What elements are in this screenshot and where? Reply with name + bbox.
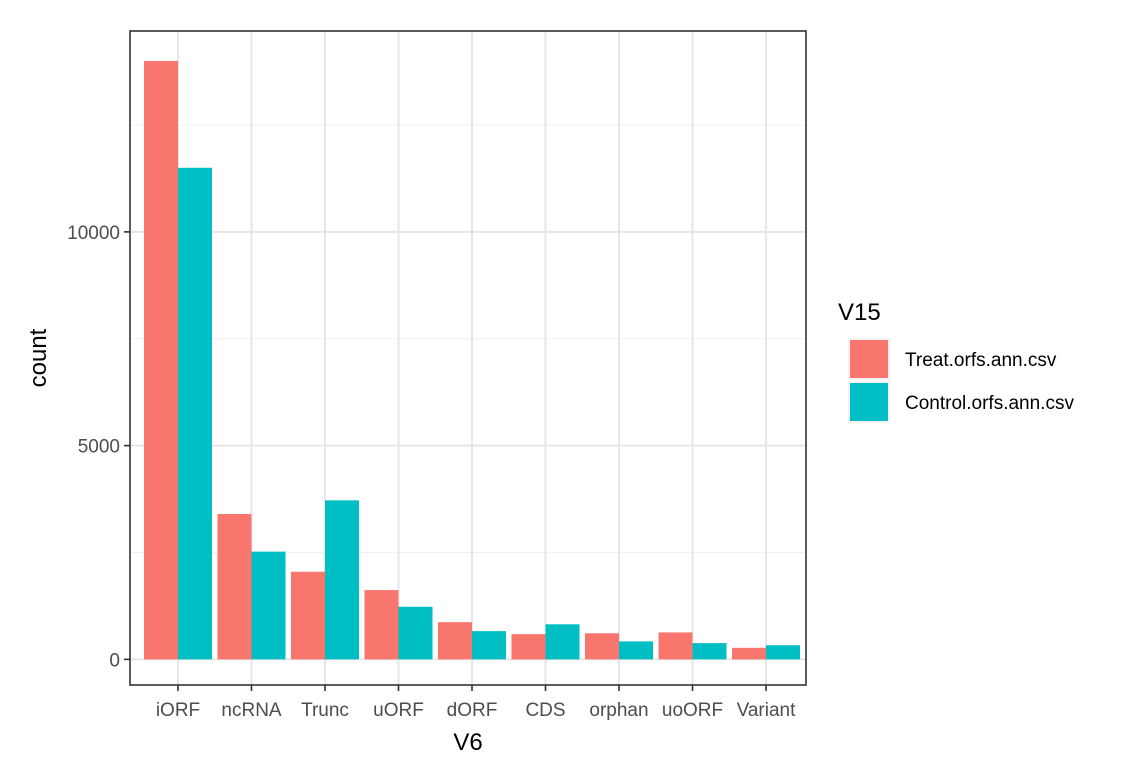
x-tick-label-iorf: iORF: [156, 700, 200, 721]
x-tick-label-ncrna: ncRNA: [221, 700, 282, 721]
legend-items: Treat.orfs.ann.csv Control.orfs.ann.csv: [848, 338, 1074, 423]
bar-control-cds: [545, 624, 580, 660]
x-tick-label-trunc: Trunc: [301, 700, 349, 721]
legend-swatch-control: [850, 383, 888, 421]
bar-treat-dorf: [438, 622, 472, 660]
bar-treat-orphan: [585, 633, 619, 660]
bar-treat-ncrna: [217, 514, 252, 660]
legend-label-control: Control.orfs.ann.csv: [905, 393, 1074, 414]
bar-control-orphan: [619, 641, 653, 660]
bar-control-uorf: [398, 606, 433, 660]
panel-border: [129, 30, 807, 686]
bar-treat-trunc: [291, 571, 325, 660]
bar-control-trunc: [325, 500, 359, 660]
bar-treat-variant: [732, 647, 766, 660]
bar-control-variant: [766, 645, 800, 660]
x-tick-label-dorf: dORF: [447, 700, 498, 721]
bar-treat-uorf: [364, 590, 399, 660]
legend-label-treat: Treat.orfs.ann.csv: [905, 350, 1057, 371]
legend-title: V15: [838, 299, 881, 326]
bar-control-iorf: [178, 167, 212, 660]
y-tick-label: 10000: [67, 223, 120, 244]
x-tick-label-uorf: uORF: [373, 700, 424, 721]
x-tick-label-uoorf: uoORF: [662, 700, 723, 721]
legend-swatch-treat: [850, 340, 888, 378]
axis-layer: 0 5000 10000 iORF ncRNA Trunc uORF dORF CDS orpha…: [67, 223, 796, 721]
bar-control-uoorf: [692, 643, 727, 660]
y-tick-label: 5000: [78, 437, 120, 458]
x-tick-label-orphan: orphan: [589, 700, 648, 721]
x-tick-label-variant: Variant: [737, 700, 797, 721]
bar-control-ncrna: [251, 551, 286, 660]
y-tick-label: 0: [109, 650, 120, 671]
x-tick-label-cds: CDS: [525, 700, 565, 721]
bar-control-dorf: [472, 631, 506, 660]
bar-treat-cds: [511, 634, 546, 660]
bar-layer: [144, 60, 800, 660]
bar-treat-uoorf: [658, 632, 693, 660]
legend: V15 Treat.orfs.ann.csv Control.orfs.ann.c…: [838, 299, 1074, 423]
x-axis-title: V6: [453, 729, 482, 756]
bar-treat-iorf: [144, 60, 178, 660]
y-axis-title: count: [25, 328, 52, 387]
